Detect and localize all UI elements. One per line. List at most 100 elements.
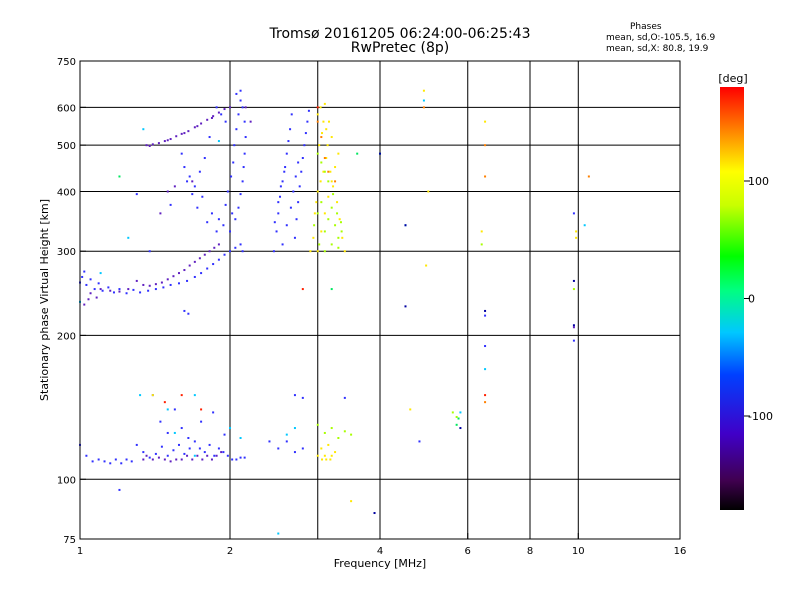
data-point [217,111,220,114]
data-point [147,289,150,292]
data-point [224,203,227,206]
data-point [163,458,166,461]
data-point [356,152,359,155]
colorbar-ticks: 100 0 -100 [744,175,773,423]
data-point [213,454,216,457]
data-point [301,447,304,450]
data-point [160,445,163,448]
data-point [235,458,238,461]
data-point [180,152,183,155]
data-point [222,224,225,227]
data-point [293,427,296,430]
data-point [229,230,231,233]
data-point [327,170,330,173]
data-point [330,454,333,457]
data-point [206,118,209,121]
colorbar [720,87,744,510]
data-point [301,288,304,291]
data-point [142,283,145,286]
data-point [235,92,238,95]
data-point [583,224,586,227]
data-point [101,289,104,292]
data-point [316,120,319,123]
data-point [320,161,323,164]
data-point [316,423,319,426]
data-point [83,303,86,306]
data-point [239,243,242,246]
y-axis-label: Stationary phase Virtual Height [km] [38,199,51,401]
data-point [484,394,487,397]
data-point [89,278,92,281]
data-point [243,120,246,123]
x-tick-label: 1 [77,546,83,557]
data-point [336,212,339,215]
data-point [337,152,340,155]
data-point [173,408,176,411]
x-axis-ticks: 1 2 4 6 8 10 16 [77,533,686,557]
data-point [235,128,238,131]
data-point [318,144,321,147]
data-point [329,458,332,461]
data-point [188,175,191,178]
data-point [139,394,142,397]
data-point [166,454,169,457]
data-point [316,250,319,253]
data-point [338,218,341,221]
data-point [243,152,246,155]
data-point [319,180,322,183]
data-point [151,458,154,461]
data-point [118,175,121,178]
data-point [343,430,346,433]
data-point [217,447,220,450]
data-point [303,144,306,147]
data-point [213,246,216,249]
data-point [191,458,194,461]
data-point [99,272,102,275]
data-point [162,286,165,289]
data-point [114,458,117,461]
data-point [373,512,376,515]
data-point [457,417,460,420]
data-point [177,443,180,446]
data-point [277,532,280,535]
data-point [187,130,190,133]
data-point [196,206,199,209]
data-point [316,113,319,116]
data-point [313,212,316,215]
data-point [226,190,229,193]
data-point [198,447,201,450]
data-point [425,264,428,267]
data-point [191,193,194,196]
data-point [166,190,169,193]
data-point [160,281,163,284]
data-point [323,212,326,215]
data-point [173,431,176,434]
data-point [89,292,92,295]
data-point [285,440,288,443]
data-point [200,420,203,423]
data-point [142,451,145,454]
data-point [193,454,196,457]
data-point [307,109,310,112]
data-point [285,433,288,436]
data-point [180,458,183,461]
data-point [484,314,487,317]
data-point [193,394,196,397]
data-point [210,458,213,461]
data-point [217,243,220,246]
data-point [336,201,339,204]
data-point [327,195,330,198]
data-point [118,288,121,291]
data-point [379,152,381,155]
data-point [316,212,319,215]
data-point [283,170,286,173]
data-point [330,206,333,209]
data-point [222,451,225,454]
data-point [290,113,293,116]
data-point [232,161,235,164]
y-tick-label: 600 [57,103,76,114]
data-point [239,456,242,459]
data-point [297,201,300,204]
data-point [142,128,145,131]
data-point [339,221,342,224]
